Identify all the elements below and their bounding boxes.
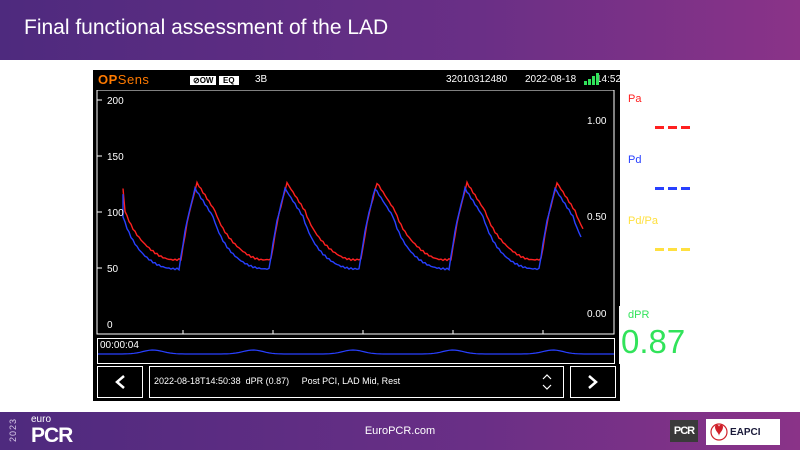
- trace-frame: [96, 90, 615, 335]
- footer-pcr-logo: PCR: [31, 424, 73, 447]
- legend-pd-line: [655, 187, 693, 190]
- logo-sens: Sens: [117, 72, 150, 87]
- y-tick-200: 200: [107, 96, 124, 107]
- ratio-tick-0: 0.00: [587, 309, 607, 320]
- mini-pd-trace: [98, 349, 614, 355]
- ratio-tick-05: 0.50: [587, 212, 607, 223]
- y-tick-150: 150: [107, 152, 124, 163]
- eapci-logo: EAPCI: [706, 419, 780, 445]
- record-measure: dPR (0.87): [245, 376, 290, 386]
- record-text: 2022-08-18T14:50:38 dPR (0.87) Post PCI,…: [154, 376, 400, 386]
- legend-pdpa-line: [655, 248, 693, 251]
- header-date: 2022-08-18: [525, 74, 577, 85]
- mode-label: 3B: [255, 74, 268, 85]
- y-tick-0: 0: [107, 320, 113, 331]
- title-bar: Final functional assessment of the LAD: [0, 0, 800, 60]
- dpr-readout: dPR 0.87: [619, 306, 695, 364]
- legend-pa-label: Pa: [628, 93, 642, 105]
- patient-id: 32010312480: [446, 74, 508, 85]
- monitor-screen: OPSens ⊘OW EQ 3B 32010312480 2022-08-18 …: [93, 70, 622, 401]
- y-tick-50: 50: [107, 264, 119, 275]
- legend-pd-label: Pd: [628, 154, 642, 166]
- logo-op: OP: [98, 72, 118, 87]
- eapci-label: EAPCI: [730, 427, 761, 438]
- footer-bar: 2023 euro PCR EuroPCR.com PCR: [0, 412, 800, 450]
- pa-trace: [122, 179, 584, 262]
- ow-button[interactable]: ⊘OW: [190, 76, 217, 85]
- y-tick-100: 100: [107, 208, 124, 219]
- mini-trace-line: [98, 349, 614, 355]
- record-timestamp: 2022-08-18T14:50:38: [154, 376, 241, 386]
- previous-record-button[interactable]: [97, 366, 143, 398]
- eq-button[interactable]: EQ: [219, 76, 239, 85]
- chevron-right-icon: [588, 375, 598, 389]
- mini-trace-elapsed: 00:00:04: [100, 340, 139, 351]
- up-down-chevron-icon[interactable]: [541, 371, 553, 393]
- footer-euro: euro: [31, 414, 52, 425]
- trace-ticks: [97, 99, 544, 334]
- opsens-logo: OPSens: [98, 72, 149, 87]
- legend-pa-line: [655, 126, 693, 129]
- footer-url[interactable]: EuroPCR.com: [364, 425, 436, 437]
- pcr-badge: PCR: [670, 420, 698, 442]
- dpr-value: 0.87: [621, 323, 686, 360]
- next-record-button[interactable]: [570, 366, 616, 398]
- legend-pdpa-label: Pd/Pa: [628, 215, 658, 227]
- pressure-trace-panel: [96, 90, 615, 335]
- slide-title: Final functional assessment of the LAD: [24, 16, 389, 39]
- record-selector[interactable]: 2022-08-18T14:50:38 dPR (0.87) Post PCI,…: [149, 366, 564, 398]
- pd-trace: [122, 185, 582, 272]
- ratio-tick-1: 1.00: [587, 116, 607, 127]
- header-time: 14:52: [596, 74, 622, 85]
- mini-trace-panel[interactable]: 00:00:04: [97, 338, 615, 364]
- chevron-left-icon: [115, 375, 125, 389]
- dpr-label: dPR: [628, 309, 650, 321]
- record-location: Post PCI, LAD Mid, Rest: [301, 376, 401, 386]
- signal-strength-icon: [584, 73, 599, 85]
